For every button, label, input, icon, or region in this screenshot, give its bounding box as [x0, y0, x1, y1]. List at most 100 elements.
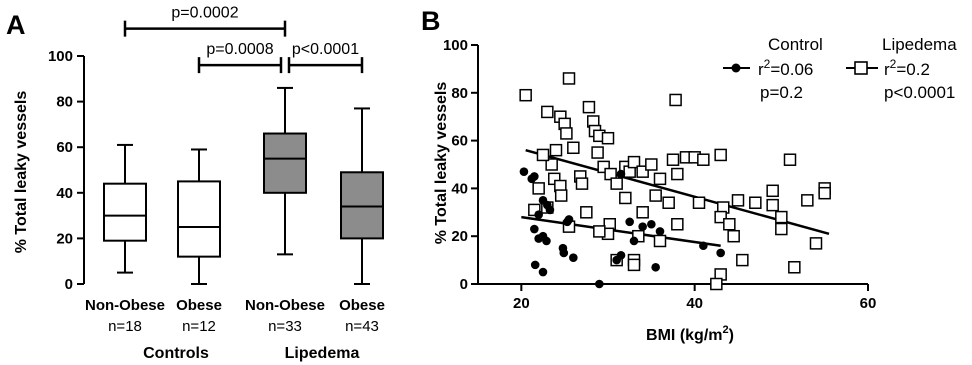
- series-lipedema: [519, 72, 831, 291]
- panel-b-y-axis-title: % Total leaky vessels: [433, 82, 450, 245]
- point-control: [655, 227, 665, 236]
- category-count: n=12: [182, 318, 216, 335]
- point-control: [538, 231, 548, 241]
- category-label: Non-Obese: [245, 297, 325, 314]
- panel-b-x-tick-label: 40: [686, 295, 703, 312]
- legend-lipedema-r2: r2=0.2: [884, 57, 930, 79]
- point-control: [530, 224, 539, 234]
- significance-bracket: p=0.0008: [197, 41, 283, 74]
- significance-label: p=0.0008: [206, 41, 273, 58]
- point-lipedema: [809, 237, 823, 250]
- box-1: [103, 143, 147, 274]
- point-lipedema: [636, 165, 649, 178]
- panel-a-y-tick-label: 0: [65, 276, 73, 293]
- point-lipedema: [671, 167, 684, 181]
- point-control: [534, 210, 543, 219]
- legend-lipedema-name: Lipedema: [882, 35, 957, 54]
- panel-a: A % Total leaky vessels 0 20 40 60 80 100 p=0…: [6, 5, 385, 362]
- point-control: [629, 236, 639, 246]
- category-count: n=33: [268, 318, 302, 335]
- point-control: [519, 167, 529, 176]
- point-lipedema: [580, 206, 593, 219]
- point-lipedema: [649, 189, 662, 202]
- panel-a-categories: Non-Obese n=18 Obese n=12 Non-Obese n=33 Obese…: [85, 297, 385, 335]
- point-lipedema: [632, 229, 645, 243]
- point-control: [559, 248, 569, 258]
- point-control: [699, 241, 708, 251]
- significance-bracket: p<0.0001: [287, 41, 364, 74]
- point-lipedema: [775, 222, 788, 236]
- series-control: [519, 167, 725, 289]
- point-control: [538, 267, 548, 277]
- point-control: [564, 215, 574, 224]
- point-control: [625, 217, 634, 227]
- category-count: n=43: [345, 318, 379, 335]
- point-lipedema: [653, 234, 667, 248]
- panel-b-x-tick-label: 20: [513, 295, 530, 312]
- point-lipedema: [723, 218, 736, 231]
- point-control: [530, 172, 539, 181]
- point-lipedema: [727, 229, 740, 243]
- point-control: [638, 222, 647, 231]
- point-lipedema: [783, 153, 797, 166]
- point-lipedema: [697, 153, 710, 166]
- significance-bracket: p=0.0002: [123, 5, 287, 37]
- point-lipedema: [653, 172, 667, 186]
- point-lipedema: [710, 277, 723, 291]
- panel-a-y-axis-title: % Total leaky vessels: [13, 91, 30, 254]
- point-control: [651, 262, 660, 272]
- category-label: Obese: [339, 297, 385, 314]
- panel-b-x-axis-title: BMI (kg/m2): [646, 324, 734, 344]
- category-label: Non-Obese: [85, 297, 165, 314]
- box-iqr: [340, 171, 384, 240]
- point-control: [595, 279, 604, 289]
- panel-b-y-tick-label: 80: [451, 85, 468, 102]
- point-lipedema: [601, 131, 615, 145]
- box-3: [263, 86, 307, 256]
- legend: Control r2=0.06 p=0.2 Lipedema r2=0.2 p<…: [723, 35, 957, 102]
- point-lipedema: [669, 93, 682, 107]
- point-lipedema: [645, 158, 658, 171]
- point-lipedema: [541, 105, 554, 119]
- point-control: [716, 248, 725, 258]
- point-lipedema: [671, 218, 684, 231]
- legend-control-name: Control: [768, 35, 823, 54]
- point-control: [569, 253, 578, 263]
- point-lipedema: [532, 182, 545, 195]
- group-label-lipedema: Lipedema: [285, 345, 360, 362]
- point-control: [647, 219, 656, 229]
- panel-a-boxes: [103, 86, 384, 285]
- box-2: [177, 148, 221, 285]
- legend-control-marker: [731, 63, 741, 73]
- point-lipedema: [582, 100, 596, 114]
- panel-b-points: [519, 72, 831, 291]
- point-lipedema: [801, 194, 814, 207]
- panel-a-axes: 0 20 40 60 80 100: [48, 48, 85, 293]
- legend-lipedema-marker: [854, 61, 868, 75]
- point-lipedema: [714, 210, 727, 224]
- panel-b-letter: B: [421, 6, 441, 36]
- point-lipedema: [662, 196, 675, 209]
- point-control: [530, 260, 540, 270]
- point-lipedema: [636, 206, 649, 219]
- point-lipedema: [593, 225, 606, 238]
- point-lipedema: [627, 258, 641, 272]
- point-lipedema: [549, 143, 563, 157]
- significance-label: p=0.0002: [171, 5, 238, 22]
- panel-a-letter: A: [6, 10, 26, 40]
- panel-a-y-tick-label: 100: [48, 48, 73, 65]
- point-lipedema: [749, 196, 762, 209]
- legend-control-r2: r2=0.06: [758, 57, 813, 79]
- point-lipedema: [775, 210, 788, 224]
- panel-b-y-tick-label: 100: [443, 37, 468, 54]
- point-lipedema: [766, 198, 779, 212]
- point-lipedema: [788, 261, 801, 274]
- legend-control-p: p=0.2: [760, 83, 803, 102]
- panel-b-y-tick-label: 0: [460, 276, 468, 293]
- panel-a-y-tick-label: 20: [56, 230, 73, 247]
- point-lipedema: [666, 153, 680, 166]
- box-iqr: [263, 132, 307, 194]
- point-lipedema: [554, 189, 568, 202]
- point-lipedema: [591, 146, 604, 159]
- box-4: [340, 107, 384, 285]
